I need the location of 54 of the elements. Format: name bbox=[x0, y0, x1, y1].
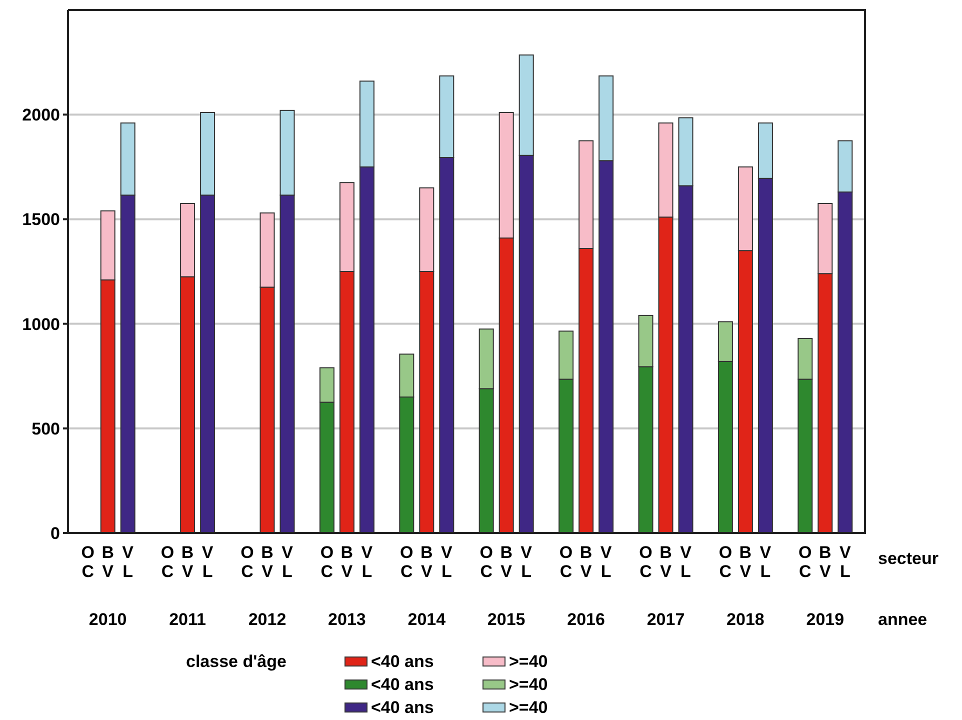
y-tick-label: 1000 bbox=[22, 314, 60, 334]
x-tick-label: VL bbox=[680, 543, 692, 581]
legend-label: >=40 bbox=[509, 652, 548, 671]
x-tick-label: BV bbox=[340, 543, 354, 581]
x-tick-label: BV bbox=[420, 543, 433, 581]
x-tick-label: VL bbox=[361, 543, 374, 581]
y-tick-label: 2000 bbox=[22, 106, 60, 125]
y-tick-label: 1500 bbox=[22, 210, 60, 230]
y-tick-label: 500 bbox=[32, 419, 60, 438]
legend-title: classe d'âge bbox=[186, 652, 286, 671]
legend-label: >=40 bbox=[509, 698, 548, 717]
x-tick-label: BV bbox=[819, 543, 832, 581]
text: 2018 bbox=[726, 610, 764, 629]
x-tick-label: BV bbox=[660, 543, 672, 581]
x-tick-label: OC bbox=[400, 543, 414, 581]
x-tick-label: VL bbox=[520, 543, 533, 581]
x-tick-label: VL bbox=[282, 543, 294, 581]
legend-label: <40 ans bbox=[371, 698, 434, 717]
x-tick-label: OC bbox=[81, 543, 94, 581]
text: 2012 bbox=[248, 610, 286, 629]
text: 2017 bbox=[646, 610, 685, 629]
x-tick-label: OC bbox=[718, 543, 732, 581]
legend-label: >=40 bbox=[509, 675, 548, 694]
text: 2011 bbox=[169, 610, 206, 629]
x-tick-label: BV bbox=[261, 543, 274, 581]
x-tick-label: BV bbox=[739, 543, 752, 581]
x-tick-label: VL bbox=[440, 543, 453, 581]
x-tick-label: VL bbox=[839, 543, 852, 581]
x-tick-label: OC bbox=[639, 543, 652, 581]
x-tick-label: OC bbox=[240, 543, 254, 581]
x-tick-label: BV bbox=[580, 543, 592, 581]
text: 2010 bbox=[88, 610, 127, 629]
text: 2013 bbox=[328, 610, 366, 629]
x-tick-label: VL bbox=[760, 543, 772, 581]
text: 2015 bbox=[487, 610, 526, 629]
x-tick-label: BV bbox=[102, 543, 114, 581]
x-tick-label: VL bbox=[122, 543, 134, 581]
x-tick-label: OC bbox=[160, 543, 174, 581]
legend-label: <40 ans bbox=[371, 675, 434, 694]
text: 2014 bbox=[408, 610, 446, 629]
x-tick-label: OC bbox=[480, 543, 493, 581]
x-tick-label: OC bbox=[798, 543, 812, 581]
x-axis-title: secteur bbox=[878, 549, 939, 568]
text: annee bbox=[878, 610, 928, 629]
x-tick-label: BV bbox=[500, 543, 513, 581]
legend-label: <40 ans bbox=[371, 652, 434, 671]
x-tick-label: OC bbox=[559, 543, 573, 581]
x-tick-label: OC bbox=[320, 543, 334, 581]
x-tick-label: BV bbox=[181, 543, 194, 581]
text: 2016 bbox=[567, 610, 605, 629]
text: 2019 bbox=[806, 610, 844, 629]
x-tick-label: VL bbox=[600, 543, 612, 581]
x-tick-label: VL bbox=[202, 543, 214, 581]
y-tick-label: 0 bbox=[50, 524, 60, 543]
